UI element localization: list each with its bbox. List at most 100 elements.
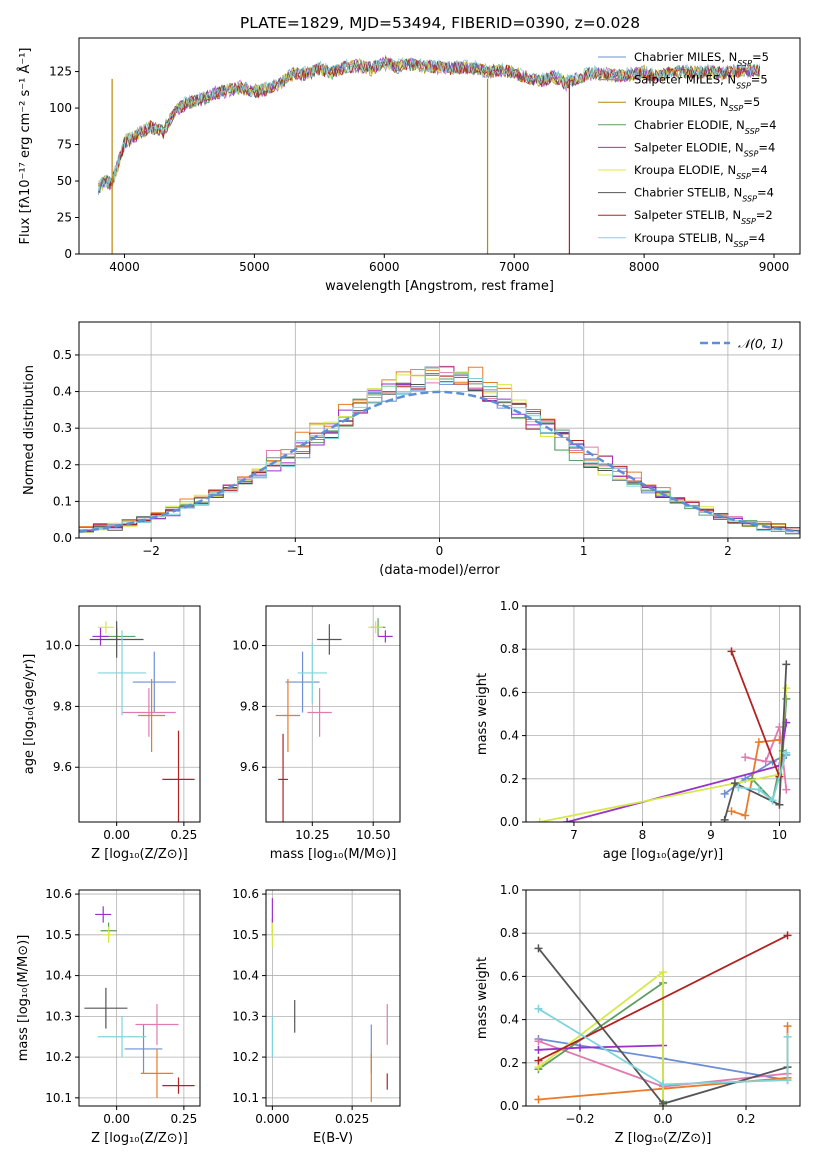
errorbar-point	[135, 1004, 179, 1045]
weight-marker	[761, 757, 770, 766]
spectrum-legend: Chabrier MILES, NSSP=5 Salpeter MILES, NS…	[598, 50, 776, 248]
x-tick-label: −1	[286, 544, 304, 558]
x-tick-label: 0.25	[171, 1112, 198, 1126]
errorbar-point	[297, 642, 327, 704]
plot-area	[535, 647, 791, 822]
legend-label: Chabrier MILES, NSSP=5	[634, 50, 769, 68]
y-axis-label: age [log₁₀(age/yr)]	[22, 654, 37, 775]
x-tick-label: 9	[707, 828, 715, 842]
y-tick-label: 10.5	[232, 928, 259, 942]
x-axis-label: Z [log₁₀(Z/Z⊙)]	[91, 847, 188, 862]
weight-marker	[720, 789, 729, 798]
weight-marker	[768, 796, 777, 805]
weight-marker	[782, 748, 791, 757]
y-tick-label: 0.1	[53, 494, 72, 508]
y-tick-label: 0.3	[53, 421, 72, 435]
weight-marker	[782, 785, 791, 794]
y-tick-label: 75	[57, 138, 72, 152]
errorbar-point	[95, 906, 112, 923]
x-tick-label: 1	[580, 544, 588, 558]
errorbar-point	[162, 730, 195, 822]
weight-marker	[534, 1056, 543, 1065]
panel-mass-vs-EBV: 0.000 0.025 10.1 10.2 10.3 10.4 10.5 10.6 E(B-V)	[232, 887, 401, 1146]
panel-age-vs-Z: 0.00 0.25 9.6 9.8 10.0 Z [log₁₀(Z/Z⊙)] age [lo…	[22, 605, 201, 862]
y-tick-label: 0.0	[53, 531, 72, 545]
y-tick-label: 9.8	[53, 699, 72, 713]
x-tick-label: 0.0	[653, 1112, 672, 1126]
y-tick-label: 10.4	[232, 969, 259, 983]
y-tick-label: 1.0	[500, 599, 519, 613]
weight-line	[730, 651, 781, 777]
y-tick-label: 25	[57, 211, 72, 225]
weight-marker	[783, 931, 792, 940]
panel-spectrum: 4000 5000 6000 7000 8000 9000 0 25 50 75 100 125 wav…	[17, 37, 801, 294]
y-tick-label: 10.3	[45, 1009, 72, 1023]
normal-curve	[79, 390, 800, 533]
legend-label: 𝒩(0, 1)	[738, 336, 784, 351]
y-tick-label: 0.5	[53, 348, 72, 362]
x-axis-label: Z [log₁₀(Z/Z⊙)]	[91, 1131, 188, 1146]
y-axis-label: mass weight	[475, 957, 490, 1039]
errorbar-point	[307, 688, 332, 737]
y-tick-label: 125	[49, 65, 72, 79]
x-tick-label: 7000	[499, 260, 530, 274]
y-tick-label: 0.4	[53, 385, 72, 399]
histogram-step	[79, 366, 800, 538]
weight-marker	[727, 647, 736, 656]
y-tick-label: 0.0	[500, 1099, 519, 1113]
legend-label: Salpeter ELODIE, NSSP=4	[634, 140, 775, 158]
weight-marker	[563, 818, 572, 822]
weight-marker	[659, 1080, 667, 1089]
y-tick-label: 10.5	[45, 928, 72, 942]
y-axis-label: mass [log₁₀(M/M⊙)]	[16, 935, 31, 1062]
plot-area	[275, 618, 393, 822]
legend-label: Kroupa ELODIE, NSSP=4	[634, 163, 768, 181]
y-tick-label: 0.6	[500, 685, 519, 699]
weight-marker	[741, 753, 750, 762]
x-tick-label: 10.50	[356, 828, 390, 842]
x-axis-label: age [log₁₀(age/yr)]	[603, 847, 724, 862]
y-tick-label: 0.0	[500, 815, 519, 829]
errorbar-point	[124, 1024, 163, 1074]
errorbar-point	[103, 926, 114, 943]
y-tick-label: 100	[49, 101, 72, 115]
weight-line	[539, 688, 788, 822]
errorbar-point	[317, 624, 342, 655]
weight-marker	[782, 684, 791, 693]
errorbar-point	[138, 679, 166, 753]
x-tick-label: 0.000	[255, 1112, 289, 1126]
axes-frame	[265, 889, 401, 1107]
y-tick-label: 9.6	[240, 760, 259, 774]
x-tick-label: 6000	[369, 260, 400, 274]
y-tick-label: 0.2	[500, 1056, 519, 1070]
axes-frame	[525, 605, 801, 823]
weight-marker	[535, 818, 544, 822]
y-tick-label: 10.1	[232, 1091, 259, 1105]
weight-marker	[782, 660, 791, 669]
panel-residuals: −2 −1 0 1 2 0.0 0.1 0.2 0.3 0.4 0.5 (data-model)/er…	[22, 321, 801, 578]
y-tick-label: 0	[64, 247, 72, 261]
x-tick-label: 0	[436, 544, 444, 558]
panel-weight-vs-Z: −0.2 0.0 0.2 0.0 0.2 0.4 0.6 0.8 1.0 Z [log₁₀(Z/Z…	[475, 883, 801, 1146]
weight-marker	[534, 1045, 543, 1054]
legend-label: Salpeter MILES, NSSP=5	[634, 73, 768, 91]
plot-area	[79, 365, 800, 538]
axes-frame	[78, 605, 201, 823]
weight-marker	[534, 1095, 543, 1104]
y-tick-label: 0.2	[500, 772, 519, 786]
weight-line	[738, 752, 788, 802]
x-axis-label: wavelength [Angstrom, rest frame]	[325, 279, 554, 294]
errorbar-point	[89, 621, 144, 658]
x-tick-label: 0.00	[103, 828, 130, 842]
errorbar-point	[97, 630, 147, 716]
weight-marker	[783, 1022, 792, 1031]
legend-label: Chabrier ELODIE, NSSP=4	[634, 118, 776, 136]
legend-label: Kroupa MILES, NSSP=5	[634, 95, 760, 113]
weight-marker	[775, 722, 784, 731]
weight-marker	[727, 807, 736, 816]
x-tick-label: 0.2	[736, 1112, 755, 1126]
errorbar-point	[285, 651, 320, 713]
errorbar-point	[122, 688, 176, 737]
weight-marker	[730, 779, 739, 788]
